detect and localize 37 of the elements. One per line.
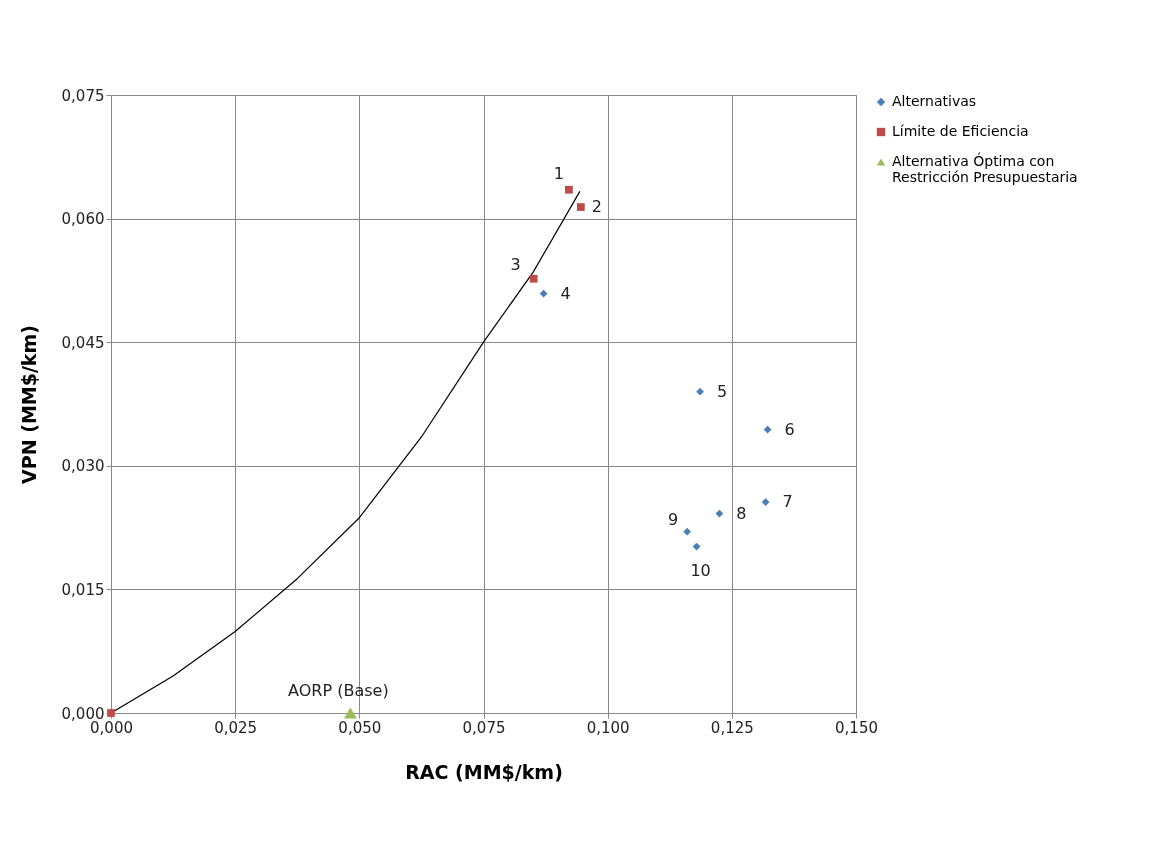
annotation: 2	[591, 197, 602, 217]
point	[539, 289, 548, 298]
y-tick-label: 0,030	[61, 457, 105, 476]
x-tick-label: 0,025	[214, 718, 258, 737]
point	[683, 527, 692, 536]
x-tick-label: 0,075	[462, 718, 506, 737]
point	[344, 707, 357, 719]
y-tick-label: 0,060	[61, 210, 105, 229]
legend-label: Alternativas	[892, 93, 977, 109]
annotation: 4	[560, 283, 571, 303]
y-axis-title: VPN (MM$/km)	[17, 325, 40, 484]
point	[696, 387, 704, 396]
annotation: 3	[510, 254, 521, 274]
annotation: 8	[736, 503, 747, 523]
point	[107, 709, 115, 717]
point	[565, 185, 573, 194]
x-tick-label: 0,100	[586, 718, 630, 737]
x-tick-label: 0,150	[835, 718, 878, 737]
legend-label: Alternativa Óptima con Restricción Presupuestaria	[892, 152, 1078, 185]
annotation: AORP (Base)	[288, 681, 389, 700]
y-tick-label: 0,075	[61, 86, 105, 105]
point	[761, 498, 770, 506]
point	[529, 274, 538, 283]
annotation: 7	[782, 492, 793, 512]
annotation: 6	[784, 419, 795, 439]
y-tick-label: 0,045	[61, 333, 105, 352]
annotation: 9	[668, 509, 679, 529]
point	[715, 509, 724, 518]
annotation: 5	[716, 381, 728, 401]
x-tick-label: 0,050	[338, 718, 382, 737]
annotation: 1	[553, 163, 565, 183]
legend-label: Límite de Eficiencia	[892, 123, 1029, 139]
y-tick-label: 0,015	[61, 580, 105, 599]
x-axis-title: RAC (MM$/km)	[405, 760, 563, 783]
annotation: 10	[690, 560, 711, 580]
x-tick-label: 0,125	[710, 718, 754, 737]
point	[576, 203, 585, 211]
